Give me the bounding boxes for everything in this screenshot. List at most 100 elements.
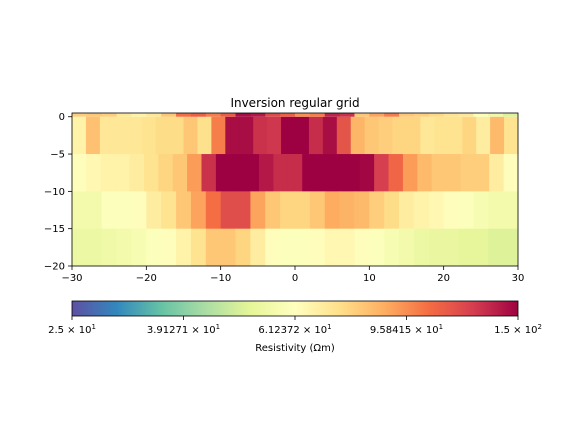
heatmap-cell (143, 154, 159, 192)
heatmap-cell (316, 154, 332, 192)
x-tick-label: 30 (512, 273, 525, 284)
heatmap-cell (462, 116, 477, 155)
heatmap-cell (384, 228, 400, 267)
heatmap-cell (369, 113, 385, 117)
heatmap-cell (336, 116, 352, 155)
heatmap-cell (281, 116, 296, 155)
heatmap-cell (72, 116, 87, 155)
heatmap-cell (250, 228, 266, 267)
colorbar-tick-label: 2.5 × 101 (48, 323, 96, 336)
heatmap-cell (488, 228, 504, 267)
x-tick-label: −30 (61, 273, 82, 284)
heatmap-cell (146, 228, 162, 267)
heatmap-cell (161, 191, 177, 230)
heatmap-cell (127, 116, 143, 155)
colorbar-tick-label: 3.91271 × 101 (147, 323, 220, 336)
heatmap-cell (280, 228, 296, 267)
heatmap-cell (350, 116, 366, 155)
heatmap-cell (259, 154, 274, 192)
heatmap-cell (473, 191, 489, 230)
heatmap-cell (101, 113, 117, 117)
heatmap-cell (211, 116, 226, 155)
heatmap-cell (330, 154, 346, 192)
heatmap-cell (359, 154, 375, 192)
heatmap-cell (295, 116, 310, 155)
heatmap-cell (101, 228, 117, 267)
heatmap-cell (488, 113, 504, 117)
heatmap-cell (239, 116, 254, 155)
heatmap-cell (339, 113, 355, 117)
heatmap-cell (72, 154, 87, 192)
heatmap-cell (428, 113, 445, 117)
heatmap-cell (235, 191, 251, 230)
heatmap-cell (428, 228, 445, 267)
heatmap-cell (141, 116, 157, 155)
colorbar-tick-label: 9.58415 × 101 (370, 323, 443, 336)
heatmap-cell (72, 191, 88, 230)
heatmap-cell (250, 191, 266, 230)
x-tick-label: 0 (292, 273, 298, 284)
heatmap-cell (417, 154, 433, 192)
heatmap-cell (113, 116, 129, 155)
heatmap-cell (205, 228, 222, 267)
heatmap-cell (99, 116, 115, 155)
heatmap-cell (448, 116, 463, 155)
heatmap-cell (369, 228, 385, 267)
heatmap-cell (265, 191, 281, 230)
heatmap-cell (413, 228, 430, 267)
heatmap-cell (476, 116, 491, 155)
heatmap-cell (169, 116, 184, 155)
heatmap-cell (176, 228, 192, 267)
heatmap-cell (431, 154, 447, 192)
heatmap-cell (406, 116, 421, 155)
heatmap-cell (86, 154, 102, 192)
colorbar-ticks: 2.5 × 101 3.91271 × 101 6.12372 × 101 9.584… (48, 316, 542, 336)
heatmap-cell (474, 154, 490, 192)
heatmap-cell (146, 113, 162, 117)
heatmap-cell (253, 116, 268, 155)
heatmap-cell (339, 191, 355, 230)
x-axis-ticks: −30 −20 −10 0 10 20 30 (61, 266, 524, 284)
heatmap-cell (187, 154, 202, 192)
heatmap-cell (434, 116, 449, 155)
heatmap-cell (131, 191, 147, 230)
heatmap-cell (220, 191, 236, 230)
heatmap-cell (413, 191, 430, 230)
heatmap-cell (131, 113, 147, 117)
x-tick-label: −10 (210, 273, 231, 284)
heatmap-cell (235, 113, 251, 117)
y-tick-label: −15 (44, 224, 65, 235)
heatmap-cell (295, 228, 311, 267)
heatmap-cell (225, 116, 240, 155)
heatmap-cell (324, 113, 340, 117)
heatmap-cell (458, 191, 474, 230)
heatmap-cell (458, 228, 474, 267)
heatmap-cell (345, 154, 361, 192)
heatmap-cell (446, 154, 461, 192)
heatmap-cell (280, 113, 296, 117)
heatmap-cell (129, 154, 145, 192)
heatmap-cell (295, 113, 311, 117)
chart-title: Inversion regular grid (230, 96, 359, 110)
heatmap-cell (205, 191, 222, 230)
heatmap-cell (309, 228, 326, 267)
heatmap-cell (413, 113, 430, 117)
colorbar-tick-label: 6.12372 × 101 (258, 323, 331, 336)
heatmap-cell (399, 228, 415, 267)
heatmap-cell (161, 228, 177, 267)
heatmap-cell (443, 191, 459, 230)
x-tick-label: 20 (437, 273, 450, 284)
heatmap-cell (273, 154, 289, 192)
heatmap-cell (428, 191, 445, 230)
heatmap-cell (378, 116, 393, 155)
heatmap-cell (504, 116, 519, 155)
heatmap-cell (443, 228, 459, 267)
heatmap-cell (354, 113, 370, 117)
heatmap-cell (443, 113, 459, 117)
heatmap-cell (392, 116, 407, 155)
heatmap-cell (309, 191, 326, 230)
heatmap-cell (158, 154, 174, 192)
heatmap-cell (155, 116, 170, 155)
heatmap-cell (220, 228, 236, 267)
